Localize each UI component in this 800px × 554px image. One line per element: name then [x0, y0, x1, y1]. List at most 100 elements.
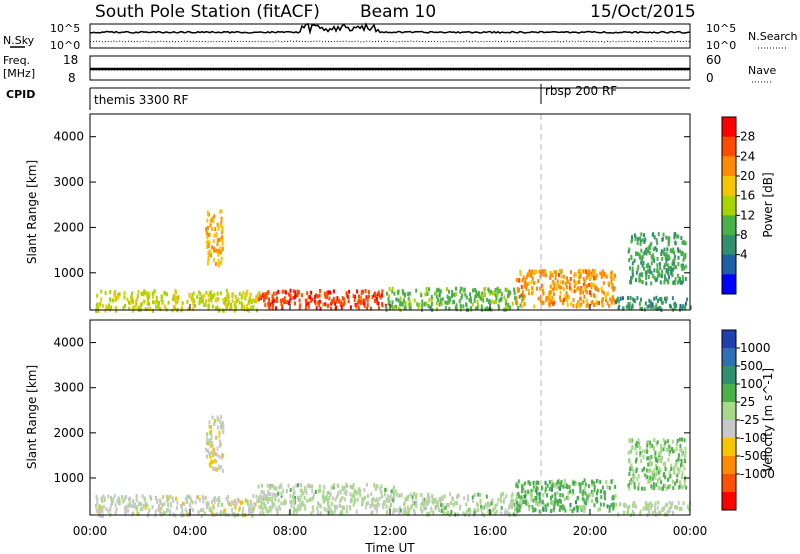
- data-cell: [668, 508, 671, 513]
- data-cell: [275, 486, 278, 491]
- data-cell: [163, 501, 166, 506]
- data-cell: [631, 503, 634, 508]
- data-cell: [212, 447, 215, 452]
- data-cell: [213, 214, 216, 219]
- data-cell: [675, 462, 678, 466]
- data-cell: [663, 247, 666, 252]
- nsearch-label: N.Search: [748, 30, 798, 43]
- data-cell: [588, 272, 591, 277]
- data-cell: [663, 280, 666, 285]
- data-cell: [202, 496, 205, 501]
- data-cell: [96, 500, 99, 505]
- data-cell: [271, 501, 274, 506]
- data-cell: [167, 300, 170, 305]
- data-cell: [309, 295, 312, 300]
- data-cell: [523, 281, 526, 286]
- data-cell: [487, 501, 489, 506]
- colorbar-swatch: [722, 438, 736, 457]
- data-cell: [376, 497, 379, 502]
- colorbar-swatch: [722, 235, 736, 256]
- data-cell: [639, 306, 642, 311]
- data-cell: [427, 304, 430, 309]
- data-cell: [222, 430, 225, 435]
- data-cell: [375, 297, 378, 301]
- data-cell: [637, 252, 639, 256]
- data-cell: [665, 258, 668, 263]
- data-cell: [685, 485, 687, 490]
- data-cell: [680, 252, 683, 257]
- data-cell: [220, 260, 223, 265]
- data-cell: [420, 293, 423, 298]
- data-cell: [276, 493, 279, 498]
- data-cell: [144, 307, 147, 312]
- data-cell: [210, 500, 213, 504]
- data-cell: [328, 491, 331, 496]
- data-cell: [529, 491, 532, 496]
- data-cell: [633, 233, 636, 238]
- data-cell: [652, 482, 655, 487]
- data-cell: [214, 248, 217, 253]
- data-cell: [358, 487, 361, 492]
- data-cell: [668, 256, 671, 261]
- data-cell: [425, 287, 428, 291]
- data-cell: [556, 479, 559, 484]
- data-cell: [101, 499, 104, 503]
- data-cell: [218, 496, 220, 501]
- data-cell: [299, 503, 301, 507]
- data-cell: [224, 296, 227, 301]
- data-cell: [627, 450, 630, 455]
- data-cell: [214, 418, 217, 423]
- data-cell: [175, 496, 177, 501]
- data-cell: [659, 476, 661, 481]
- data-cell: [318, 299, 321, 304]
- data-cell: [480, 505, 483, 510]
- data-cell: [235, 501, 238, 506]
- data-cell: [184, 507, 187, 512]
- data-cell: [559, 295, 561, 300]
- data-cell: [627, 509, 630, 514]
- data-cell: [651, 302, 654, 307]
- data-cell: [599, 480, 602, 484]
- data-cell: [242, 290, 245, 295]
- data-cell: [292, 486, 295, 491]
- data-cell: [208, 420, 211, 425]
- colorbar-tick-label: 24: [740, 149, 755, 163]
- data-cell: [219, 209, 222, 214]
- data-cell: [571, 488, 574, 493]
- data-cell: [652, 305, 655, 309]
- data-cell: [365, 482, 368, 487]
- data-cell: [169, 494, 172, 499]
- data-cell: [552, 507, 555, 512]
- data-cell: [408, 298, 411, 303]
- beam-label: Beam 10: [360, 2, 436, 22]
- data-cell: [121, 495, 124, 500]
- data-cell: [530, 497, 533, 502]
- data-cell: [217, 262, 220, 267]
- data-cell: [214, 262, 217, 266]
- data-cell: [363, 303, 366, 308]
- data-cell: [137, 290, 140, 294]
- data-cell: [309, 497, 312, 502]
- data-cell: [211, 510, 213, 515]
- data-cell: [630, 463, 633, 468]
- data-cell: [125, 506, 128, 511]
- data-cell: [656, 478, 659, 483]
- data-cell: [221, 228, 224, 233]
- data-cell: [128, 306, 131, 311]
- data-cell: [559, 493, 562, 497]
- data-cell: [246, 499, 249, 504]
- data-cell: [500, 499, 503, 504]
- data-cell: [570, 288, 573, 293]
- data-cell: [497, 303, 500, 308]
- nsearch-tick-low: 10^0: [706, 39, 736, 52]
- data-cell: [287, 483, 290, 488]
- data-cell: [275, 506, 278, 511]
- data-cell: [558, 508, 561, 512]
- data-cell: [241, 500, 244, 505]
- data-cell: [279, 298, 282, 303]
- data-cell: [441, 297, 444, 302]
- data-cell: [644, 301, 647, 306]
- data-cell: [636, 440, 638, 445]
- y-tick-label: 4000: [53, 130, 84, 144]
- data-cell: [258, 505, 261, 510]
